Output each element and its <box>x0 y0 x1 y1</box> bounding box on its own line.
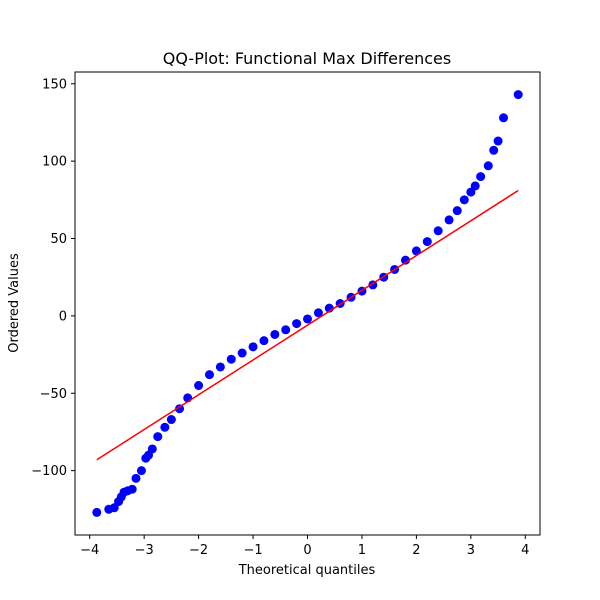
data-point <box>136 466 146 476</box>
x-axis-label: Theoretical quantiles <box>238 563 376 578</box>
y-axis-label: Ordered Values <box>7 253 22 353</box>
y-tick-label: 50 <box>50 232 67 247</box>
y-tick-label: 0 <box>59 309 67 324</box>
y-axis-ticks: −100 −50 0 50 100 150 <box>31 77 75 479</box>
data-point <box>411 246 421 256</box>
data-point <box>237 348 247 358</box>
y-tick-label: 150 <box>42 77 67 92</box>
y-tick-label: −50 <box>40 387 67 402</box>
data-point <box>476 172 486 182</box>
y-tick-label: 100 <box>42 155 67 170</box>
x-tick-label: 3 <box>467 543 475 558</box>
data-point <box>215 362 225 372</box>
data-point <box>313 308 323 318</box>
data-point <box>483 161 493 171</box>
x-tick-label: −3 <box>135 543 154 558</box>
data-point <box>444 215 454 225</box>
data-point <box>127 484 137 494</box>
data-point <box>489 145 499 155</box>
data-point <box>270 329 280 339</box>
chart-title: QQ-Plot: Functional Max Differences <box>163 49 451 68</box>
data-point <box>470 181 480 191</box>
data-point <box>259 336 269 346</box>
data-point <box>160 422 170 432</box>
data-point <box>153 432 163 442</box>
plot-area: −4 −3 −2 −1 0 1 2 3 4 −100 −50 0 50 100 150 <box>31 71 541 558</box>
data-point <box>422 237 432 247</box>
data-point <box>175 404 185 414</box>
data-point <box>303 314 312 324</box>
data-point <box>147 444 157 454</box>
data-point <box>513 90 523 100</box>
plot-frame <box>74 71 541 536</box>
x-tick-label: 0 <box>303 543 311 558</box>
data-point <box>292 319 302 329</box>
data-points <box>92 90 523 517</box>
data-point <box>459 195 469 205</box>
data-point <box>226 354 236 364</box>
reference-line <box>96 189 519 461</box>
data-point <box>452 206 462 216</box>
x-tick-label: −1 <box>243 543 262 558</box>
data-point <box>248 342 258 352</box>
data-point <box>166 415 176 425</box>
data-point <box>499 113 509 123</box>
x-tick-label: −4 <box>80 543 99 558</box>
data-point <box>204 370 214 380</box>
data-point <box>433 226 443 236</box>
data-point <box>401 255 411 265</box>
data-point <box>281 325 291 335</box>
x-tick-label: 4 <box>521 543 529 558</box>
x-tick-label: −2 <box>189 543 208 558</box>
data-point <box>493 136 503 146</box>
data-point <box>131 473 141 483</box>
x-axis-ticks: −4 −3 −2 −1 0 1 2 3 4 <box>80 535 529 558</box>
data-point <box>92 507 102 517</box>
x-tick-label: 2 <box>412 543 420 558</box>
x-tick-label: 1 <box>358 543 366 558</box>
y-tick-label: −100 <box>31 464 67 479</box>
data-point <box>194 381 204 391</box>
